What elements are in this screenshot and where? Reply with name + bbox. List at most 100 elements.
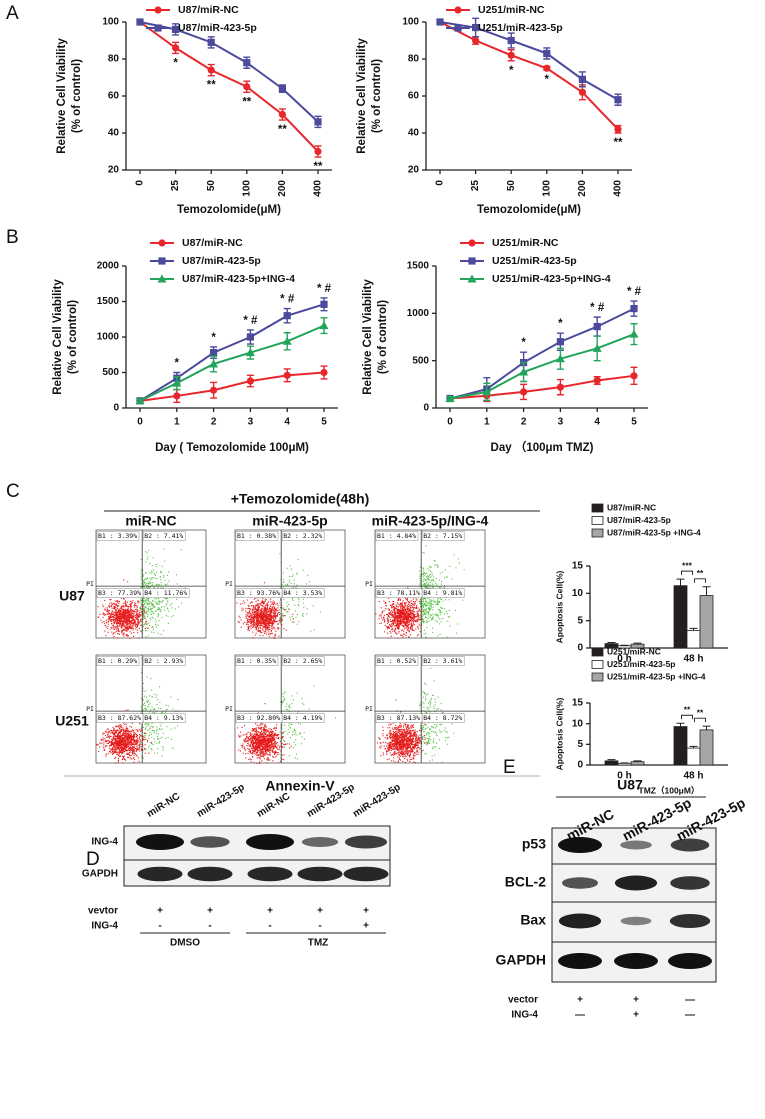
flow-dot — [403, 609, 405, 611]
flow-dot — [127, 735, 129, 737]
flow-dot — [402, 624, 404, 626]
flow-dot — [435, 577, 437, 580]
flow-dot — [117, 632, 119, 635]
flow-dot — [274, 635, 276, 637]
flow-dot — [286, 584, 288, 586]
flow-dot — [269, 608, 271, 610]
flow-dot — [405, 616, 407, 618]
flow-dot — [117, 759, 120, 761]
flow-dot — [273, 636, 275, 638]
flow-dot — [387, 615, 389, 617]
flow-dot — [273, 620, 275, 622]
flow-dot — [273, 612, 275, 614]
flow-dot — [411, 617, 413, 619]
flow-dot — [275, 615, 277, 617]
flow-dot — [116, 725, 118, 727]
y-tick-label: 5 — [577, 739, 583, 750]
flow-dot — [124, 600, 127, 602]
flow-dot — [416, 621, 418, 623]
flow-dot — [260, 614, 262, 616]
flow-dot — [102, 604, 104, 606]
flow-dot — [266, 604, 268, 606]
flow-dot — [133, 747, 136, 749]
flow-dot — [120, 608, 123, 610]
flow-dot — [267, 619, 269, 621]
flow-dot — [176, 574, 178, 576]
flow-dot — [392, 601, 394, 603]
flow-dot — [411, 628, 413, 630]
flow-dot — [158, 584, 160, 586]
flow-dot — [463, 569, 465, 571]
flow-dot — [112, 615, 114, 618]
flow-dot — [157, 614, 159, 616]
point — [314, 118, 322, 126]
flow-dot — [118, 610, 120, 612]
flow-dot — [399, 614, 401, 617]
flow-dot — [123, 579, 125, 581]
flow-dot — [121, 750, 123, 752]
flow-dot — [280, 616, 282, 618]
flow-dot — [432, 631, 434, 633]
flow-dot — [383, 610, 385, 612]
flow-dot — [400, 605, 402, 607]
flow-dot — [127, 624, 129, 626]
flow-dot — [147, 598, 149, 600]
flow-dot — [124, 731, 126, 733]
flow-dot — [406, 619, 408, 621]
flow-dot — [117, 743, 119, 745]
flow-dot — [151, 577, 153, 579]
flow-dot — [438, 597, 440, 599]
flow-dot — [114, 611, 117, 613]
flow-dot — [252, 621, 254, 623]
x-tick-label: 5 — [631, 417, 637, 428]
flow-dot — [306, 613, 308, 615]
flow-dot — [124, 626, 126, 628]
flow-dot — [114, 737, 116, 739]
flow-dot — [414, 611, 416, 613]
series-line — [449, 333, 635, 400]
flow-dot — [104, 746, 106, 748]
flow-dot — [256, 614, 258, 616]
flow-dot — [387, 626, 389, 629]
flow-dot — [249, 609, 251, 611]
flow-dot — [107, 612, 109, 614]
flow-dot — [406, 629, 408, 631]
flow-dot — [130, 604, 132, 606]
flow-dot — [263, 615, 265, 617]
flow-dot — [147, 613, 149, 616]
flow-dot — [126, 610, 128, 612]
flow-dot — [430, 605, 432, 607]
flow-dot — [272, 612, 274, 614]
flow-dot — [180, 549, 182, 551]
flow-dot — [134, 733, 136, 736]
flow-dot — [119, 623, 121, 625]
flow-dot — [387, 621, 390, 623]
y-tick-label: 0 — [113, 403, 119, 414]
flow-dot — [266, 608, 268, 610]
flow-dot — [411, 612, 413, 614]
x-tick-label: 1 — [484, 417, 490, 428]
flow-dot — [115, 749, 117, 751]
flow-dot — [267, 622, 269, 624]
flow-dot — [264, 630, 267, 632]
flow-dot — [253, 619, 255, 621]
flow-dot — [427, 603, 429, 605]
flow-dot — [118, 633, 120, 635]
flow-dot — [115, 744, 117, 746]
point — [209, 359, 219, 368]
flow-dot — [272, 617, 274, 619]
flow-dot — [113, 625, 115, 628]
flow-dot — [130, 733, 132, 735]
flow-dot — [282, 607, 284, 609]
flow-dot — [107, 619, 109, 621]
flow-dot — [408, 608, 410, 610]
flow-dot — [396, 620, 398, 622]
flow-dot — [101, 742, 103, 744]
flow-dot — [398, 626, 400, 628]
flow-dot — [398, 631, 400, 633]
flow-dot — [139, 731, 142, 733]
flow-dot — [416, 635, 418, 637]
flow-dot — [126, 627, 129, 629]
flow-dot — [424, 583, 426, 586]
flow-dot — [143, 597, 145, 600]
